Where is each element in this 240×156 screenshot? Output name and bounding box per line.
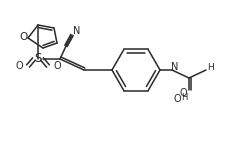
Text: O: O bbox=[19, 32, 27, 42]
Text: O: O bbox=[53, 61, 61, 71]
Text: N: N bbox=[73, 26, 81, 36]
Text: O: O bbox=[173, 94, 181, 104]
Text: N: N bbox=[171, 62, 179, 72]
Text: S: S bbox=[34, 53, 42, 66]
Text: H: H bbox=[208, 63, 214, 73]
Text: O: O bbox=[179, 88, 187, 98]
Text: O: O bbox=[15, 61, 23, 71]
Text: H: H bbox=[181, 93, 187, 102]
